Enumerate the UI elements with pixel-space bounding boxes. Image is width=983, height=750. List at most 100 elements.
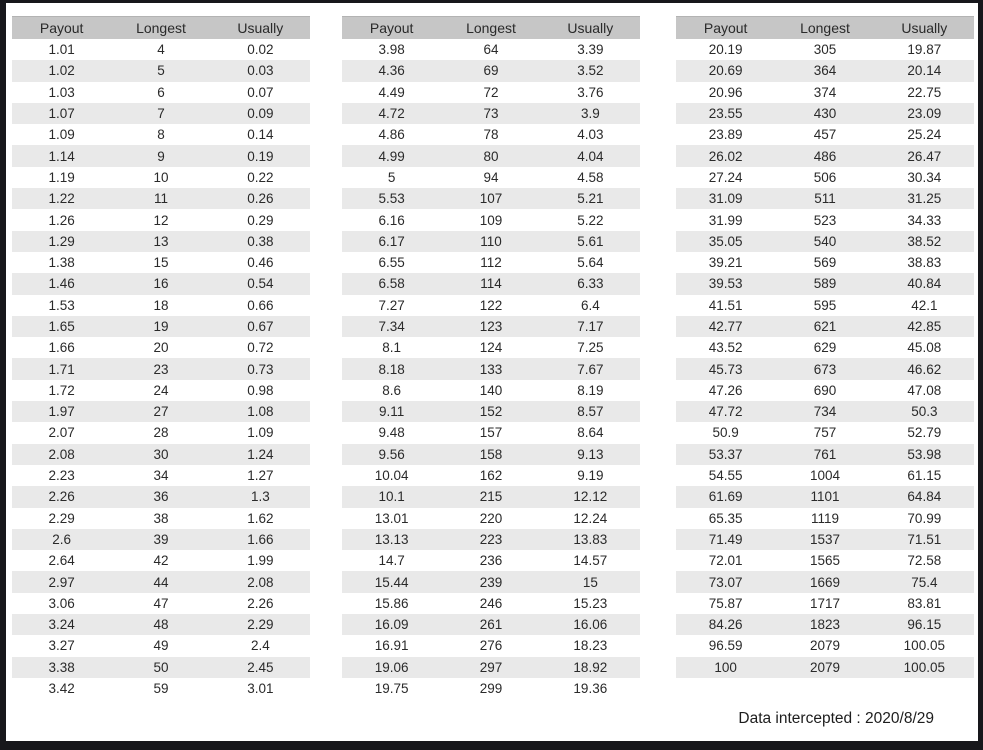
table-row: 1.09 8 0.14 bbox=[12, 124, 310, 145]
table-cell: 5.61 bbox=[540, 230, 640, 252]
table-cell: 18 bbox=[153, 297, 169, 313]
table-cell: 50 bbox=[111, 656, 211, 678]
table-cell: 114 bbox=[441, 273, 541, 295]
table-row: 6.17 110 5.61 bbox=[342, 230, 640, 252]
table-cell: 0.66 bbox=[247, 297, 274, 313]
table-cell: 75.4 bbox=[874, 571, 974, 593]
table-cell: 6.55 bbox=[378, 255, 405, 271]
table-row: 4.99 80 4.04 bbox=[342, 145, 640, 167]
table-cell: 23.09 bbox=[874, 102, 974, 125]
table-cell: 540 bbox=[775, 230, 875, 252]
table-cell: 1.53 bbox=[48, 297, 75, 313]
table-row: 31.09 511 31.25 bbox=[676, 188, 974, 210]
table-cell: 45.73 bbox=[676, 358, 776, 380]
table-cell: 1.99 bbox=[247, 553, 274, 569]
column-header: Payout bbox=[342, 16, 442, 39]
table-row: 75.87 1717 83.81 bbox=[676, 593, 974, 614]
table-cell: 1101 bbox=[775, 486, 875, 508]
table-row: 2.97 44 2.08 bbox=[12, 571, 310, 593]
table-cell: 3.39 bbox=[577, 42, 604, 58]
table-cell: 50.3 bbox=[874, 401, 974, 423]
page: Payout Longest Usually 1.01 4 0.02 1.02 5 0.03 1.… bbox=[6, 3, 978, 741]
table-cell: 0.19 bbox=[210, 145, 310, 167]
table-row: 20.96 374 22.75 bbox=[676, 82, 974, 103]
table-cell: 47.26 bbox=[708, 382, 743, 398]
table-cell: 40.84 bbox=[874, 273, 974, 295]
table-cell: 2.45 bbox=[210, 656, 310, 678]
table-cell: 0.03 bbox=[210, 60, 310, 82]
table-cell: 13 bbox=[111, 230, 211, 252]
table-cell: 12 bbox=[153, 212, 169, 228]
table-cell: 506 bbox=[813, 169, 837, 185]
table-row: 35.05 540 38.52 bbox=[676, 230, 974, 252]
table-cell: 1.62 bbox=[247, 510, 274, 526]
table-cell: 0.46 bbox=[247, 255, 274, 271]
table-cell: 61.15 bbox=[907, 468, 942, 484]
table-row: 1.29 13 0.38 bbox=[12, 230, 310, 252]
table-cell: 1.46 bbox=[12, 273, 112, 295]
table-cell: 15 bbox=[540, 571, 640, 593]
table-row: 15.86 246 15.23 bbox=[342, 593, 640, 614]
table-cell: 19.87 bbox=[907, 42, 942, 58]
table-cell: 48 bbox=[111, 614, 211, 636]
table-cell: 133 bbox=[441, 358, 541, 380]
table-cell: 158 bbox=[441, 443, 541, 465]
table-cell: 80 bbox=[441, 145, 541, 167]
table-row: 1.53 18 0.66 bbox=[12, 295, 310, 316]
table-cell: 1537 bbox=[775, 528, 875, 551]
table-cell: 3.38 bbox=[12, 656, 112, 678]
table-row: 2.26 36 1.3 bbox=[12, 486, 310, 508]
table-cell: 3.98 bbox=[378, 42, 405, 58]
table-cell: 14.57 bbox=[573, 553, 608, 569]
table-cell: 511 bbox=[775, 188, 875, 210]
table-row: 1.22 11 0.26 bbox=[12, 188, 310, 210]
table-cell: 0.29 bbox=[247, 212, 274, 228]
table-cell: 96.59 bbox=[708, 638, 743, 654]
table-cell: 2.08 bbox=[210, 571, 310, 593]
table-row: 43.52 629 45.08 bbox=[676, 337, 974, 358]
table-cell: 0.02 bbox=[247, 42, 274, 58]
table-cell: 83.81 bbox=[907, 595, 942, 611]
table-cell: 13.01 bbox=[374, 510, 409, 526]
table-cell: 734 bbox=[775, 401, 875, 423]
table-cell: 15 bbox=[153, 255, 169, 271]
table-row: 20.19 305 19.87 bbox=[676, 39, 974, 60]
table-cell: 1.22 bbox=[12, 188, 112, 210]
table-cell: 19.06 bbox=[342, 656, 442, 678]
table-row: 5.53 107 5.21 bbox=[342, 188, 640, 210]
table-cell: 94 bbox=[483, 169, 499, 185]
table-cell: 236 bbox=[479, 553, 503, 569]
table-cell: 24 bbox=[153, 382, 169, 398]
table-cell: 16.09 bbox=[342, 614, 442, 636]
table-row: 9.56 158 9.13 bbox=[342, 443, 640, 465]
table-cell: 61.69 bbox=[676, 486, 776, 508]
table-row: 2.29 38 1.62 bbox=[12, 508, 310, 529]
table-cell: 7.25 bbox=[577, 340, 604, 356]
table-row: 54.55 1004 61.15 bbox=[676, 465, 974, 486]
table-cell: 0.72 bbox=[247, 340, 274, 356]
table-cell: 9.48 bbox=[378, 425, 405, 441]
table-cell: 261 bbox=[441, 614, 541, 636]
table-cell: 1.38 bbox=[48, 255, 75, 271]
table-cell: 297 bbox=[441, 656, 541, 678]
table-cell: 43.52 bbox=[708, 340, 743, 356]
table-cell: 8.1 bbox=[382, 340, 402, 356]
payout-table-3: Payout Longest Usually 20.19 305 19.87 20.69 36… bbox=[676, 16, 974, 678]
table-cell: 1.72 bbox=[48, 382, 75, 398]
table-cell: 761 bbox=[775, 443, 875, 465]
table-row: 8.6 140 8.19 bbox=[342, 380, 640, 401]
table-row: 2.07 28 1.09 bbox=[12, 422, 310, 443]
table-cell: 3.9 bbox=[540, 102, 640, 125]
table-cell: 78 bbox=[483, 127, 499, 143]
table-cell: 299 bbox=[479, 681, 503, 697]
table-cell: 0.98 bbox=[247, 382, 274, 398]
table-cell: 5 bbox=[111, 60, 211, 82]
table-cell: 14.7 bbox=[378, 553, 405, 569]
table-cell: 70.99 bbox=[907, 510, 942, 526]
table-cell: 10.1 bbox=[342, 486, 442, 508]
column-header: Payout bbox=[676, 16, 776, 39]
table-row: 45.73 673 46.62 bbox=[676, 358, 974, 380]
table-cell: 11 bbox=[111, 188, 211, 210]
table-cell: 64.84 bbox=[874, 486, 974, 508]
table-cell: 1.02 bbox=[12, 60, 112, 82]
